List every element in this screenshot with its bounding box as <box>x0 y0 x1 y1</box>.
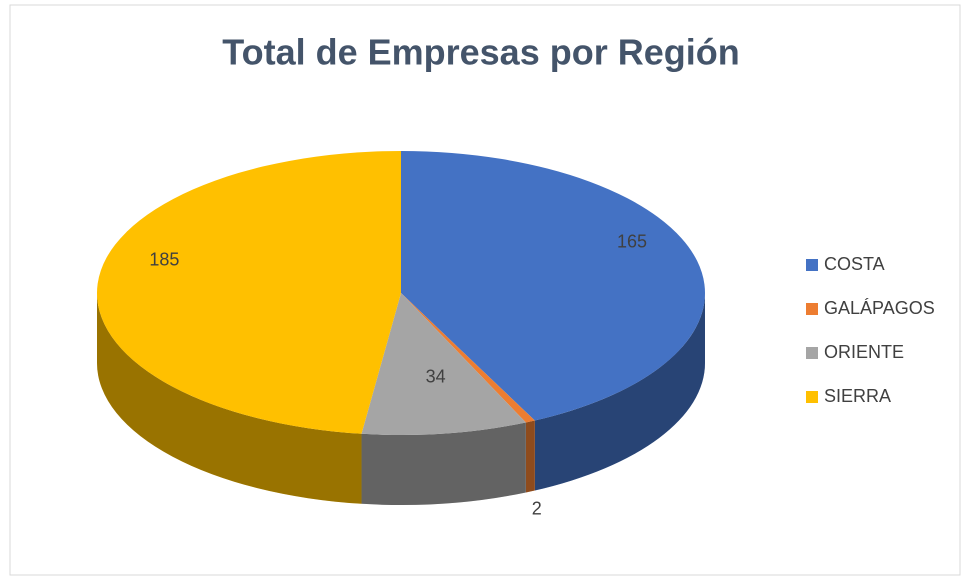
slice-side-shade <box>361 422 526 506</box>
legend-swatch <box>806 259 818 271</box>
legend-label: GALÁPAGOS <box>824 298 935 318</box>
data-label: 165 <box>617 232 647 252</box>
slice-side <box>361 422 526 506</box>
legend-swatch <box>806 303 818 315</box>
legend-label: COSTA <box>824 254 885 274</box>
slice <box>97 151 402 434</box>
legend-swatch <box>806 347 818 359</box>
slice <box>401 293 535 423</box>
legend-label: SIERRA <box>824 386 891 406</box>
data-label: 185 <box>149 250 179 270</box>
slice <box>401 151 705 421</box>
slice-side-shade <box>534 293 705 491</box>
slice-side-shade <box>525 420 535 493</box>
legend-swatch <box>806 391 818 403</box>
legend-label: ORIENTE <box>824 342 904 362</box>
data-label: 2 <box>532 499 542 519</box>
slice-side-shade <box>97 293 362 504</box>
slice-side <box>97 293 362 504</box>
slice-side <box>525 420 535 493</box>
slice <box>361 293 526 435</box>
data-label: 34 <box>426 366 446 386</box>
chart-title: Total de Empresas por Región <box>222 32 739 73</box>
slice-side <box>534 293 705 491</box>
